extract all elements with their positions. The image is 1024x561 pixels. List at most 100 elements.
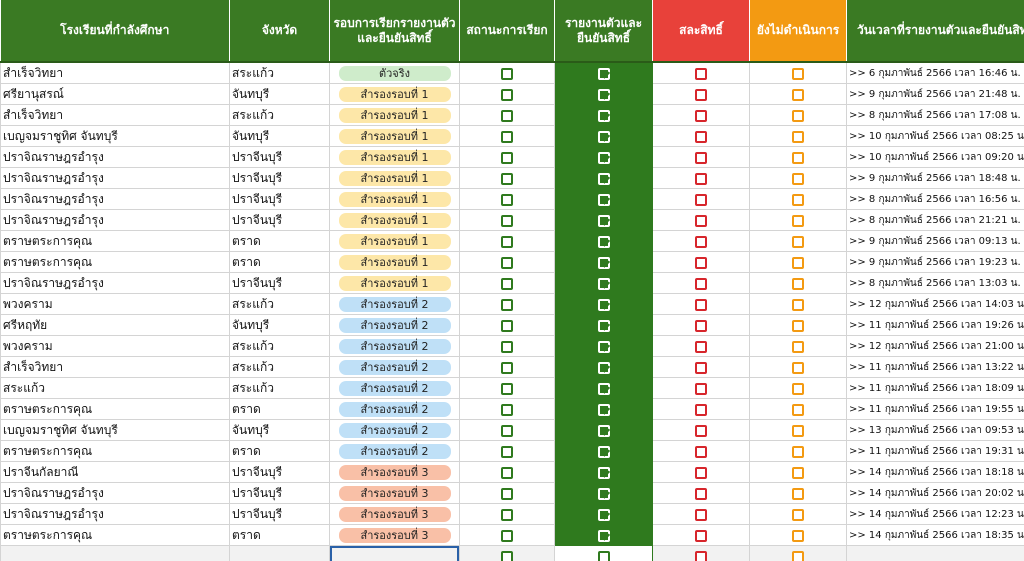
round-cell[interactable]: สำรองรอบที่ 1 [329, 83, 460, 105]
call-status-cell[interactable] [459, 524, 555, 546]
waive-checkbox[interactable] [695, 151, 707, 164]
confirm-checkbox[interactable] [597, 172, 610, 185]
confirm-checkbox[interactable] [597, 424, 610, 437]
pending-cell[interactable] [749, 419, 847, 441]
call-status-checkbox[interactable] [501, 88, 513, 101]
call-status-cell[interactable] [459, 167, 555, 189]
pending-cell[interactable] [749, 230, 847, 252]
school-cell[interactable]: ปราจิณราษฎรอำรุง [0, 167, 230, 189]
round-cell[interactable]: สำรองรอบที่ 2 [329, 377, 460, 399]
round-cell-selected[interactable] [329, 545, 460, 561]
waive-checkbox[interactable] [695, 445, 707, 458]
province-cell[interactable]: ปราจีนบุรี [229, 167, 330, 189]
confirm-checkbox[interactable] [597, 487, 610, 500]
call-status-checkbox[interactable] [501, 382, 513, 395]
province-cell[interactable]: ปราจีนบุรี [229, 272, 330, 294]
pending-cell[interactable] [749, 524, 847, 546]
confirm-cell[interactable] [554, 230, 653, 252]
waive-checkbox[interactable] [695, 550, 707, 561]
waive-checkbox[interactable] [695, 67, 707, 80]
pending-checkbox[interactable] [792, 361, 804, 374]
confirm-cell[interactable] [554, 314, 653, 336]
school-cell[interactable]: ปราจิณราษฎรอำรุง [0, 188, 230, 210]
pending-checkbox[interactable] [792, 277, 804, 290]
call-status-cell[interactable] [459, 314, 555, 336]
pending-cell[interactable] [749, 440, 847, 462]
confirm-checkbox[interactable] [597, 529, 610, 542]
waive-checkbox[interactable] [695, 487, 707, 500]
school-cell[interactable]: ปราจิณราษฎรอำรุง [0, 146, 230, 168]
pending-checkbox[interactable] [792, 487, 804, 500]
round-cell[interactable]: สำรองรอบที่ 1 [329, 104, 460, 126]
waive-cell[interactable] [652, 482, 750, 504]
waive-checkbox[interactable] [695, 277, 707, 290]
round-cell[interactable]: สำรองรอบที่ 3 [329, 482, 460, 504]
school-cell[interactable]: สำเร็จวิทยา [0, 356, 230, 378]
pending-checkbox[interactable] [792, 172, 804, 185]
pending-checkbox[interactable] [792, 424, 804, 437]
call-status-checkbox[interactable] [501, 340, 513, 353]
pending-checkbox[interactable] [792, 340, 804, 353]
school-cell[interactable]: ตราษตระการคุณ [0, 440, 230, 462]
school-cell[interactable]: ปราจิณราษฎรอำรุง [0, 482, 230, 504]
waive-cell[interactable] [652, 293, 750, 315]
call-status-checkbox[interactable] [501, 151, 513, 164]
call-status-cell[interactable] [459, 398, 555, 420]
confirm-cell[interactable] [554, 251, 653, 273]
call-status-checkbox[interactable] [501, 256, 513, 269]
pending-checkbox[interactable] [792, 88, 804, 101]
pending-cell[interactable] [749, 398, 847, 420]
pending-checkbox[interactable] [792, 529, 804, 542]
round-cell[interactable]: สำรองรอบที่ 2 [329, 356, 460, 378]
pending-cell[interactable] [749, 146, 847, 168]
call-status-checkbox[interactable] [501, 361, 513, 374]
confirm-checkbox[interactable] [597, 508, 610, 521]
school-cell[interactable]: ศรีหฤทัย [0, 314, 230, 336]
school-cell[interactable]: เบญจมราชูทิศ จันทบุรี [0, 125, 230, 147]
province-cell[interactable]: ปราจีนบุรี [229, 503, 330, 525]
call-status-checkbox[interactable] [501, 319, 513, 332]
waive-cell[interactable] [652, 209, 750, 231]
waive-checkbox[interactable] [695, 466, 707, 479]
waive-cell[interactable] [652, 167, 750, 189]
pending-checkbox[interactable] [792, 298, 804, 311]
waive-cell[interactable] [652, 146, 750, 168]
confirm-checkbox[interactable] [597, 193, 610, 206]
province-cell[interactable]: ปราจีนบุรี [229, 209, 330, 231]
call-status-cell[interactable] [459, 545, 555, 561]
round-cell[interactable]: สำรองรอบที่ 2 [329, 398, 460, 420]
school-cell[interactable]: สำเร็จวิทยา [0, 61, 230, 84]
pending-checkbox[interactable] [792, 235, 804, 248]
confirm-cell[interactable] [554, 356, 653, 378]
call-status-checkbox[interactable] [501, 235, 513, 248]
waive-checkbox[interactable] [695, 361, 707, 374]
confirm-cell[interactable] [554, 377, 653, 399]
waive-checkbox[interactable] [695, 319, 707, 332]
pending-checkbox[interactable] [792, 550, 804, 561]
confirm-cell[interactable] [554, 146, 653, 168]
call-status-cell[interactable] [459, 356, 555, 378]
confirm-cell[interactable] [554, 104, 653, 126]
pending-checkbox[interactable] [792, 319, 804, 332]
province-cell[interactable]: จันทบุรี [229, 125, 330, 147]
school-cell[interactable]: สำเร็จวิทยา [0, 104, 230, 126]
school-cell[interactable]: ตราษตระการคุณ [0, 398, 230, 420]
school-cell[interactable]: สระแก้ว [0, 377, 230, 399]
confirm-cell[interactable] [554, 524, 653, 546]
call-status-cell[interactable] [459, 377, 555, 399]
confirm-checkbox[interactable] [597, 466, 610, 479]
confirm-cell[interactable] [554, 293, 653, 315]
province-cell[interactable]: จันทบุรี [229, 83, 330, 105]
waive-cell[interactable] [652, 461, 750, 483]
waive-cell[interactable] [652, 356, 750, 378]
confirm-cell[interactable] [554, 461, 653, 483]
confirm-checkbox[interactable] [597, 277, 610, 290]
pending-checkbox[interactable] [792, 130, 804, 143]
pending-checkbox[interactable] [792, 403, 804, 416]
pending-cell[interactable] [749, 272, 847, 294]
school-cell[interactable]: ตราษตระการคุณ [0, 230, 230, 252]
province-cell[interactable]: ปราจีนบุรี [229, 461, 330, 483]
waive-checkbox[interactable] [695, 109, 707, 122]
province-cell[interactable]: จันทบุรี [229, 314, 330, 336]
confirm-cell[interactable] [554, 83, 653, 105]
